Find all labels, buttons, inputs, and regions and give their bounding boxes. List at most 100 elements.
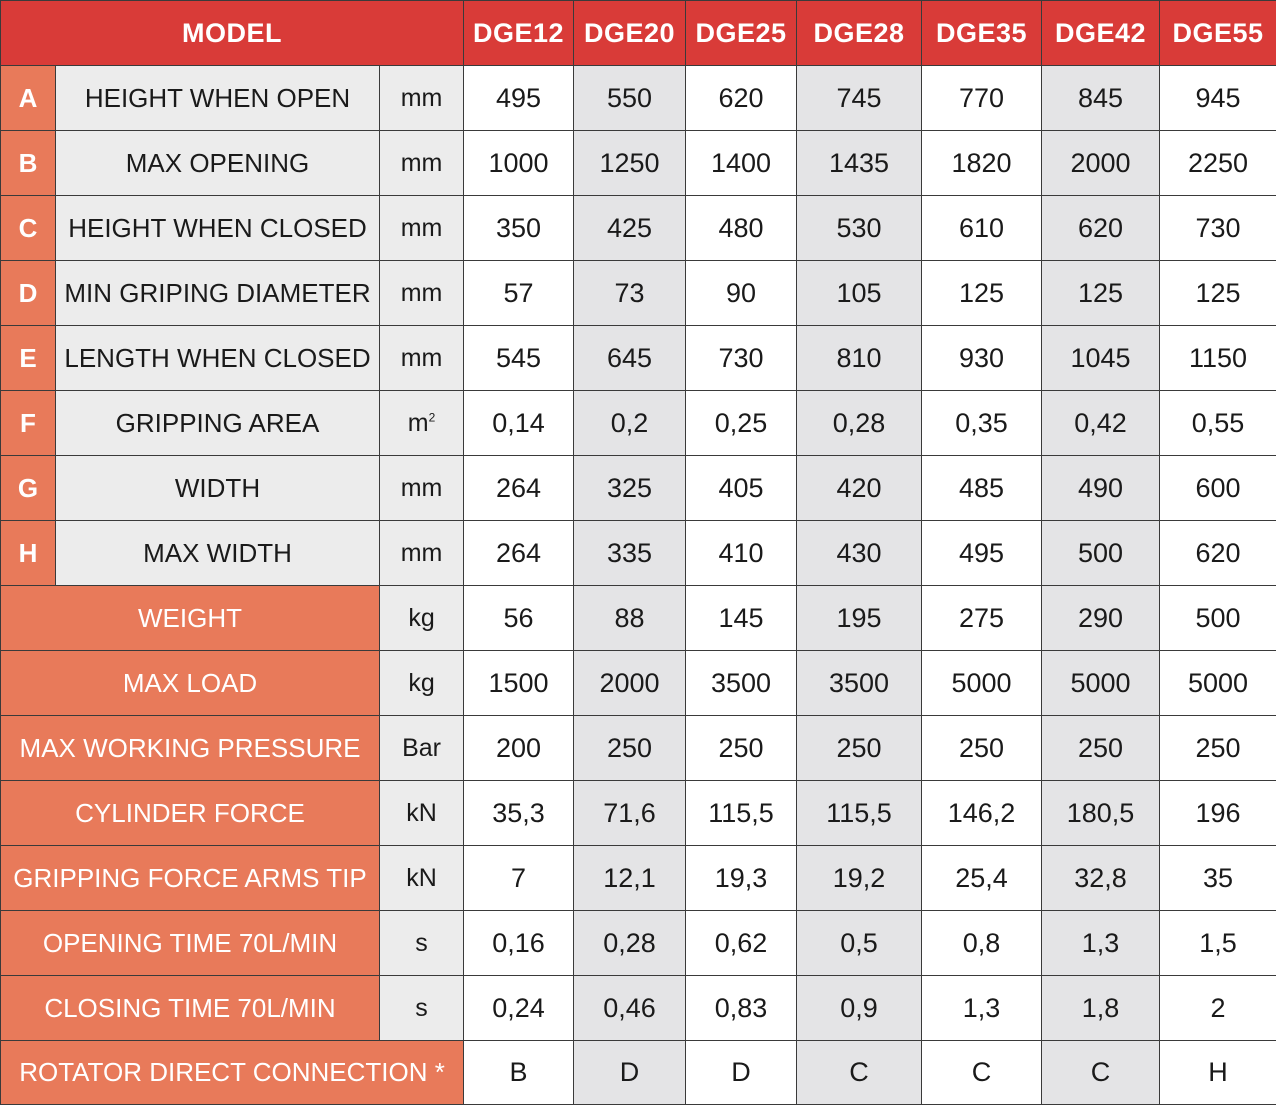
value-cell: 325 <box>574 456 686 521</box>
value-cell: 480 <box>686 196 797 261</box>
dimension-letter: B <box>1 131 56 196</box>
value-cell: 620 <box>1160 521 1276 586</box>
value-cell: 264 <box>464 521 574 586</box>
unit-text: mm <box>401 214 443 242</box>
value-cell: 0,5 <box>797 911 922 976</box>
unit-superscript: 2 <box>429 410 436 424</box>
value-cell: 2000 <box>574 651 686 716</box>
value-cell: 0,25 <box>686 391 797 456</box>
value-cell: 730 <box>686 326 797 391</box>
value-cell: 146,2 <box>922 781 1042 846</box>
value-cell: 73 <box>574 261 686 326</box>
value-cell: 275 <box>922 586 1042 651</box>
value-cell: 930 <box>922 326 1042 391</box>
value-cell: 250 <box>922 716 1042 781</box>
dimension-label: HEIGHT WHEN CLOSED <box>56 196 380 261</box>
value-cell: D <box>686 1041 797 1105</box>
value-cell: 1435 <box>797 131 922 196</box>
model-column-header: DGE12 <box>464 1 574 66</box>
value-cell: 1045 <box>1042 326 1160 391</box>
value-cell: 2250 <box>1160 131 1276 196</box>
value-cell: 0,46 <box>574 976 686 1041</box>
value-cell: 250 <box>797 716 922 781</box>
model-header: MODEL <box>1 1 464 66</box>
value-cell: 125 <box>1160 261 1276 326</box>
property-label: CLOSING TIME 70L/MIN <box>1 976 380 1041</box>
value-cell: 0,42 <box>1042 391 1160 456</box>
value-cell: 25,4 <box>922 846 1042 911</box>
value-cell: 0,24 <box>464 976 574 1041</box>
model-column-header: DGE35 <box>922 1 1042 66</box>
value-cell: 425 <box>574 196 686 261</box>
value-cell: 19,2 <box>797 846 922 911</box>
value-cell: 71,6 <box>574 781 686 846</box>
value-cell: 35,3 <box>464 781 574 846</box>
header-row: MODEL DGE12 DGE20 DGE25 DGE28 DGE35 DGE4… <box>1 1 1276 66</box>
unit-cell: kN <box>380 846 464 911</box>
value-cell: 145 <box>686 586 797 651</box>
value-cell: H <box>1160 1041 1276 1105</box>
value-cell: 264 <box>464 456 574 521</box>
value-cell: 485 <box>922 456 1042 521</box>
unit-cell: s <box>380 911 464 976</box>
value-cell: 430 <box>797 521 922 586</box>
value-cell: 410 <box>686 521 797 586</box>
value-cell: 125 <box>922 261 1042 326</box>
unit-cell: kg <box>380 651 464 716</box>
value-cell: C <box>797 1041 922 1105</box>
dimension-letter: D <box>1 261 56 326</box>
value-cell: 57 <box>464 261 574 326</box>
value-cell: 0,14 <box>464 391 574 456</box>
value-cell: 0,2 <box>574 391 686 456</box>
unit-text: mm <box>401 344 443 372</box>
value-cell: 730 <box>1160 196 1276 261</box>
value-cell: D <box>574 1041 686 1105</box>
property-label: CYLINDER FORCE <box>1 781 380 846</box>
value-cell: 5000 <box>1160 651 1276 716</box>
dimension-letter: F <box>1 391 56 456</box>
value-cell: 545 <box>464 326 574 391</box>
value-cell: 620 <box>1042 196 1160 261</box>
value-cell: 1500 <box>464 651 574 716</box>
property-label: MAX LOAD <box>1 651 380 716</box>
value-cell: 115,5 <box>797 781 922 846</box>
unit-cell: s <box>380 976 464 1041</box>
value-cell: 550 <box>574 66 686 131</box>
value-cell: 35 <box>1160 846 1276 911</box>
value-cell: 250 <box>574 716 686 781</box>
model-column-header: DGE28 <box>797 1 922 66</box>
value-cell: 845 <box>1042 66 1160 131</box>
value-cell: 115,5 <box>686 781 797 846</box>
value-cell: 250 <box>686 716 797 781</box>
value-cell: 1,5 <box>1160 911 1276 976</box>
value-cell: 0,35 <box>922 391 1042 456</box>
unit-cell: mm <box>380 66 464 131</box>
model-column-header: DGE42 <box>1042 1 1160 66</box>
value-cell: 196 <box>1160 781 1276 846</box>
value-cell: 250 <box>1160 716 1276 781</box>
dimension-label: LENGTH WHEN CLOSED <box>56 326 380 391</box>
value-cell: 500 <box>1160 586 1276 651</box>
model-column-header: DGE25 <box>686 1 797 66</box>
value-cell: 1,3 <box>1042 911 1160 976</box>
unit-cell: mm <box>380 261 464 326</box>
value-cell: 495 <box>922 521 1042 586</box>
value-cell: 0,28 <box>574 911 686 976</box>
value-cell: 2000 <box>1042 131 1160 196</box>
value-cell: 0,16 <box>464 911 574 976</box>
value-cell: 1400 <box>686 131 797 196</box>
value-cell: C <box>1042 1041 1160 1105</box>
value-cell: 0,8 <box>922 911 1042 976</box>
value-cell: 0,62 <box>686 911 797 976</box>
